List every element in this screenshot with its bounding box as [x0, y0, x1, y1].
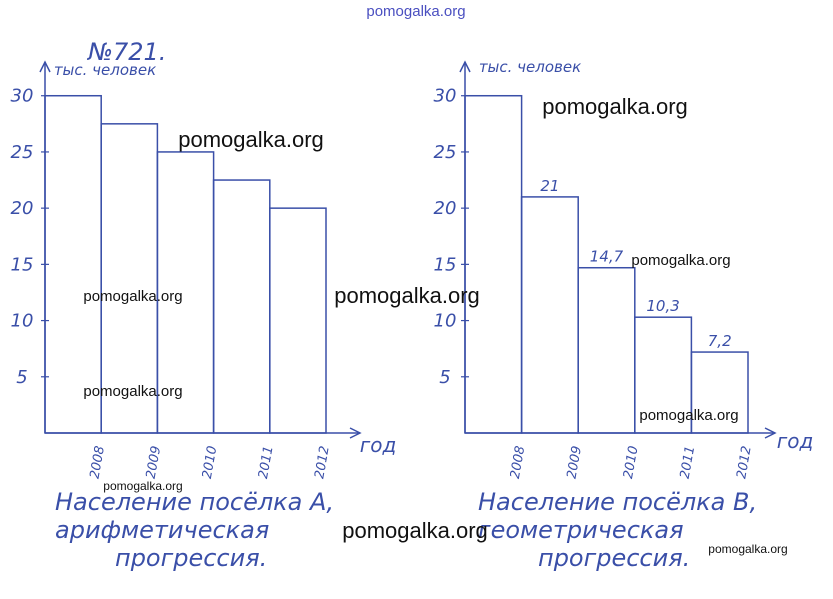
y-tick-label: 20	[11, 198, 34, 219]
caption-line: геометрическая	[478, 516, 684, 544]
bar	[269, 207, 327, 434]
y-tick-label: 30	[434, 86, 457, 107]
y-axis-arrow	[459, 60, 471, 73]
y-axis-arrow	[39, 60, 51, 73]
x-tick-label: 2010	[200, 445, 221, 480]
caption-line: Население посёлка А,	[55, 488, 334, 516]
watermark: pomogalka.org	[639, 407, 738, 424]
y-tick-label: 5	[439, 367, 450, 388]
value-label: 10,3	[646, 297, 679, 315]
x-axis-arrow	[764, 427, 777, 439]
watermark: pomogalka.org	[83, 383, 182, 400]
caption-line: Население посёлка В,	[478, 488, 757, 516]
watermark: pomogalka.org	[334, 283, 480, 308]
y-axis-label: тыс. человек	[479, 58, 581, 76]
bar	[690, 351, 749, 434]
x-axis-label: год	[777, 429, 814, 453]
y-tick-label: 15	[11, 254, 34, 275]
watermark: pomogalka.org	[342, 518, 488, 543]
value-label: 21	[540, 177, 559, 195]
watermark: pomogalka.org	[366, 3, 465, 20]
caption-line: арифметическая	[55, 516, 269, 544]
y-tick-label: 25	[434, 142, 457, 163]
problem-number: №721.	[86, 38, 166, 66]
x-tick-label: 2011	[678, 445, 699, 480]
watermark: pomogalka.org	[83, 288, 182, 305]
x-axis-label: год	[360, 433, 397, 457]
x-tick-label: 2008	[87, 445, 108, 480]
x-tick-label: 2012	[312, 445, 333, 480]
caption-line: прогрессия.	[115, 544, 267, 572]
x-tick-label: 2009	[564, 445, 585, 480]
x-axis-arrow	[349, 427, 362, 439]
x-tick-label: 2008	[508, 445, 529, 480]
y-tick-label: 30	[11, 86, 34, 107]
caption-line: прогрессия.	[538, 544, 690, 572]
x-tick-label: 2010	[621, 445, 642, 480]
watermark: pomogalka.org	[542, 94, 688, 119]
y-tick-label: 5	[16, 367, 27, 388]
value-label: 14,7	[590, 248, 624, 266]
y-tick-label: 25	[11, 142, 34, 163]
watermark: pomogalka.org	[103, 479, 182, 493]
watermark: pomogalka.org	[178, 127, 324, 152]
y-tick-label: 10	[434, 311, 457, 332]
watermark: pomogalka.org	[708, 542, 787, 556]
y-tick-label: 10	[11, 311, 34, 332]
watermark: pomogalka.org	[631, 252, 730, 269]
y-tick-label: 15	[434, 254, 457, 275]
y-tick-label: 20	[434, 198, 457, 219]
y-axis-label: тыс. человек	[54, 61, 156, 79]
x-tick-label: 2009	[144, 445, 165, 480]
value-label: 7,2	[708, 332, 732, 350]
x-tick-label: 2011	[256, 445, 277, 480]
x-tick-label: 2012	[734, 445, 755, 480]
